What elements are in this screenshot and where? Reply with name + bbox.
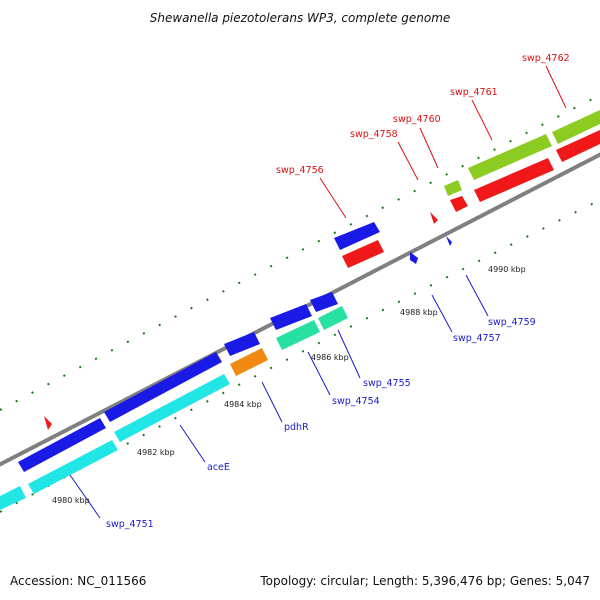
gene-block-swp_4762-green[interactable] — [552, 110, 600, 144]
gene-label-swp_4759[interactable]: swp_4759 — [488, 317, 536, 328]
gene-blocks — [0, 110, 600, 510]
gene-block-swp_4751[interactable] — [0, 486, 26, 510]
leader-lines — [69, 65, 567, 519]
leader-swp_4758 — [397, 141, 419, 181]
gene-block-swp_4756-red[interactable] — [342, 240, 384, 268]
gene-label-swp_4756[interactable]: swp_4756 — [276, 165, 324, 176]
leader-swp_4756 — [319, 177, 347, 219]
scale-label: 4980 kbp — [52, 496, 90, 505]
gene-block-pdhr[interactable] — [224, 332, 260, 356]
gene-label-swp_4758[interactable]: swp_4758 — [350, 129, 398, 140]
leader-swp_4754 — [307, 351, 331, 396]
scale-label: 4984 kbp — [224, 400, 262, 409]
gene-block-swp_4761[interactable] — [474, 158, 554, 202]
gene-label-swp_4762[interactable]: swp_4762 — [522, 53, 570, 64]
gene-block-swp_4762[interactable] — [556, 130, 600, 162]
leader-swp_4757 — [431, 294, 453, 333]
gene-block-swp_4756[interactable] — [334, 222, 380, 250]
gene-labels: swp_4751 aceE pdhR swp_4754 swp_4755 swp… — [106, 53, 570, 530]
leader-swp_4759 — [465, 274, 489, 317]
gene-label-swp_4757[interactable]: swp_4757 — [453, 333, 501, 344]
gene-block-swp_4751-outer[interactable] — [18, 418, 106, 472]
gene-label-swp_4754[interactable]: swp_4754 — [332, 396, 380, 407]
map-title: Shewanella piezotolerans WP3, complete g… — [150, 11, 451, 25]
tick-marks — [0, 94, 600, 513]
gene-label-swp_4751[interactable]: swp_4751 — [106, 519, 154, 530]
scale-label: 4990 kbp — [488, 265, 526, 274]
gene-block-acee-outer[interactable] — [104, 352, 222, 422]
gene-block-acee[interactable] — [28, 440, 118, 494]
leader-swp_4762 — [545, 65, 567, 109]
gene-label-swp_4761[interactable]: swp_4761 — [450, 87, 498, 98]
leader-swp_4755 — [337, 329, 361, 379]
gene-block-swp_4761-green[interactable] — [468, 134, 552, 180]
leader-swp_4760 — [419, 127, 439, 169]
scale-label: 4982 kbp — [137, 448, 175, 457]
topology-text: Topology: circular; Length: 5,396,476 bp… — [259, 574, 590, 588]
leader-swp_4761 — [471, 99, 493, 141]
leader-pdhr — [261, 381, 283, 423]
gene-label-acee[interactable]: aceE — [207, 462, 230, 473]
gene-label-swp_4760[interactable]: swp_4760 — [393, 114, 441, 125]
gene-block-swp_4760-green[interactable] — [444, 180, 462, 196]
marker-red-2 — [430, 212, 438, 224]
marker-blue-1 — [410, 252, 418, 264]
scale-label: 4986 kbp — [311, 353, 349, 362]
gene-block-swp_4754-green[interactable] — [276, 320, 320, 350]
scale-labels: 4980 kbp 4982 kbp 4984 kbp 4986 kbp 4988… — [52, 265, 526, 505]
marker-blue-2 — [446, 236, 452, 246]
gene-block-swp_4754[interactable] — [270, 304, 312, 330]
gene-block-swp_4755-green[interactable] — [318, 306, 348, 330]
scale-label: 4988 kbp — [400, 308, 438, 317]
gene-block-pdhr-orange[interactable] — [230, 348, 268, 376]
leader-swp_4751 — [69, 474, 101, 519]
gene-label-pdhr[interactable]: pdhR — [284, 422, 309, 433]
gene-label-swp_4755[interactable]: swp_4755 — [363, 378, 411, 389]
leader-acee — [179, 424, 206, 463]
gene-block-acee-b[interactable] — [114, 374, 230, 442]
gene-block-swp_4760[interactable] — [450, 196, 468, 212]
accession-text: Accession: NC_011566 — [10, 574, 146, 588]
marker-red-1 — [44, 416, 52, 430]
gene-block-swp_4755[interactable] — [310, 292, 338, 312]
